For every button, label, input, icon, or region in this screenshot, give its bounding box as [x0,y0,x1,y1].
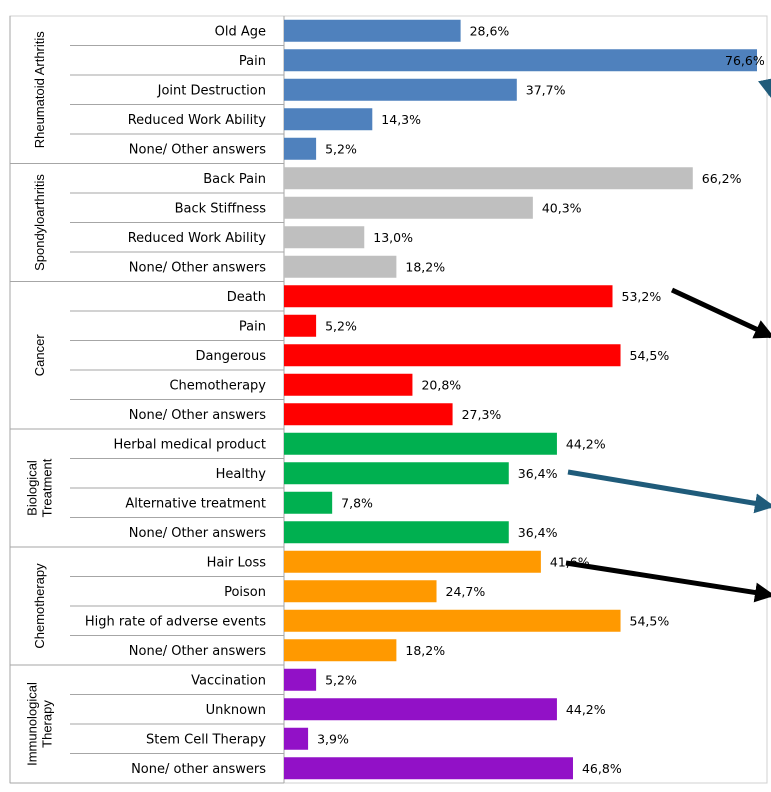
category-label: Joint Destruction [157,83,266,98]
bar [284,580,437,603]
bar [284,757,573,780]
annotation-arrow [670,287,771,339]
category-label: High rate of adverse events [85,614,266,629]
category-label: Unknown [206,703,266,718]
annotation-arrow [565,560,771,603]
value-label: 54,5% [630,613,670,628]
category-label: Back Pain [203,172,266,187]
value-label: 20,8% [421,377,461,392]
value-label: 28,6% [470,23,510,38]
value-label: 18,2% [405,259,445,274]
group-label: Spondyloarthritis [32,174,47,271]
category-label: None/ Other answers [129,142,266,157]
group-label: Chemotherapy [32,563,47,649]
category-label: None/ other answers [131,762,266,777]
value-label: 3,9% [317,731,349,746]
category-label: Death [227,290,266,305]
bar [284,108,373,131]
bar [284,639,397,662]
bar [284,19,461,42]
group-label: BiologicalTreatment [25,458,55,517]
bar [284,727,309,750]
category-label: Back Stiffness [175,201,267,216]
bar [284,403,453,426]
category-label: Reduced Work Ability [128,113,267,128]
category-label: Stem Cell Therapy [146,732,266,747]
value-label: 44,2% [566,436,606,451]
category-label: Pain [239,54,266,69]
value-label: 5,2% [325,318,357,333]
value-label: 76,6% [725,53,765,68]
annotation-arrow [567,469,771,514]
category-label: Reduced Work Ability [128,231,267,246]
value-label: 13,0% [373,230,413,245]
group-label: Cancer [32,334,47,377]
value-label: 5,2% [325,141,357,156]
value-label: 53,2% [622,289,662,304]
value-label: 36,4% [518,466,558,481]
category-label: Dangerous [196,349,267,364]
category-label: Vaccination [191,673,266,688]
value-label: 46,8% [582,761,622,776]
value-label: 18,2% [405,643,445,658]
bar [284,167,693,190]
category-label: None/ Other answers [129,526,266,541]
category-label: Hair Loss [207,555,267,570]
category-label: Healthy [216,467,267,482]
bar [284,373,413,396]
category-label: None/ Other answers [129,644,266,659]
bar [284,462,509,485]
value-label: 7,8% [341,495,373,510]
value-label: 66,2% [702,171,742,186]
bar [284,255,397,278]
bar [284,314,317,337]
bar [284,668,317,691]
category-label: Herbal medical product [114,437,266,452]
category-label: Poison [224,585,266,600]
value-label: 36,4% [518,525,558,540]
value-label: 24,7% [446,584,486,599]
category-label: Pain [239,319,266,334]
value-label: 40,3% [542,200,582,215]
value-label: 44,2% [566,702,606,717]
value-label: 27,3% [462,407,502,422]
value-label: 5,2% [325,672,357,687]
bar [284,698,557,721]
bar [284,609,621,632]
category-label: Alternative treatment [125,496,266,511]
bar [284,344,621,367]
group-label: ImmunologicalTherapy [25,682,55,766]
bar [284,226,365,249]
bar [284,550,541,573]
category-label: None/ Other answers [129,260,266,275]
bar [284,432,557,455]
category-label: Chemotherapy [169,378,266,393]
bar [284,196,533,219]
category-label: Old Age [215,24,266,39]
bar [284,137,317,160]
bar [284,49,757,72]
bar [284,285,613,308]
bar [284,491,333,514]
value-label: 54,5% [630,348,670,363]
bar [284,78,517,101]
value-label: 37,7% [526,82,566,97]
bar [284,521,509,544]
category-label: None/ Other answers [129,408,266,423]
value-label: 14,3% [381,112,421,127]
group-label: Rheumatoid Arthritis [32,31,47,149]
